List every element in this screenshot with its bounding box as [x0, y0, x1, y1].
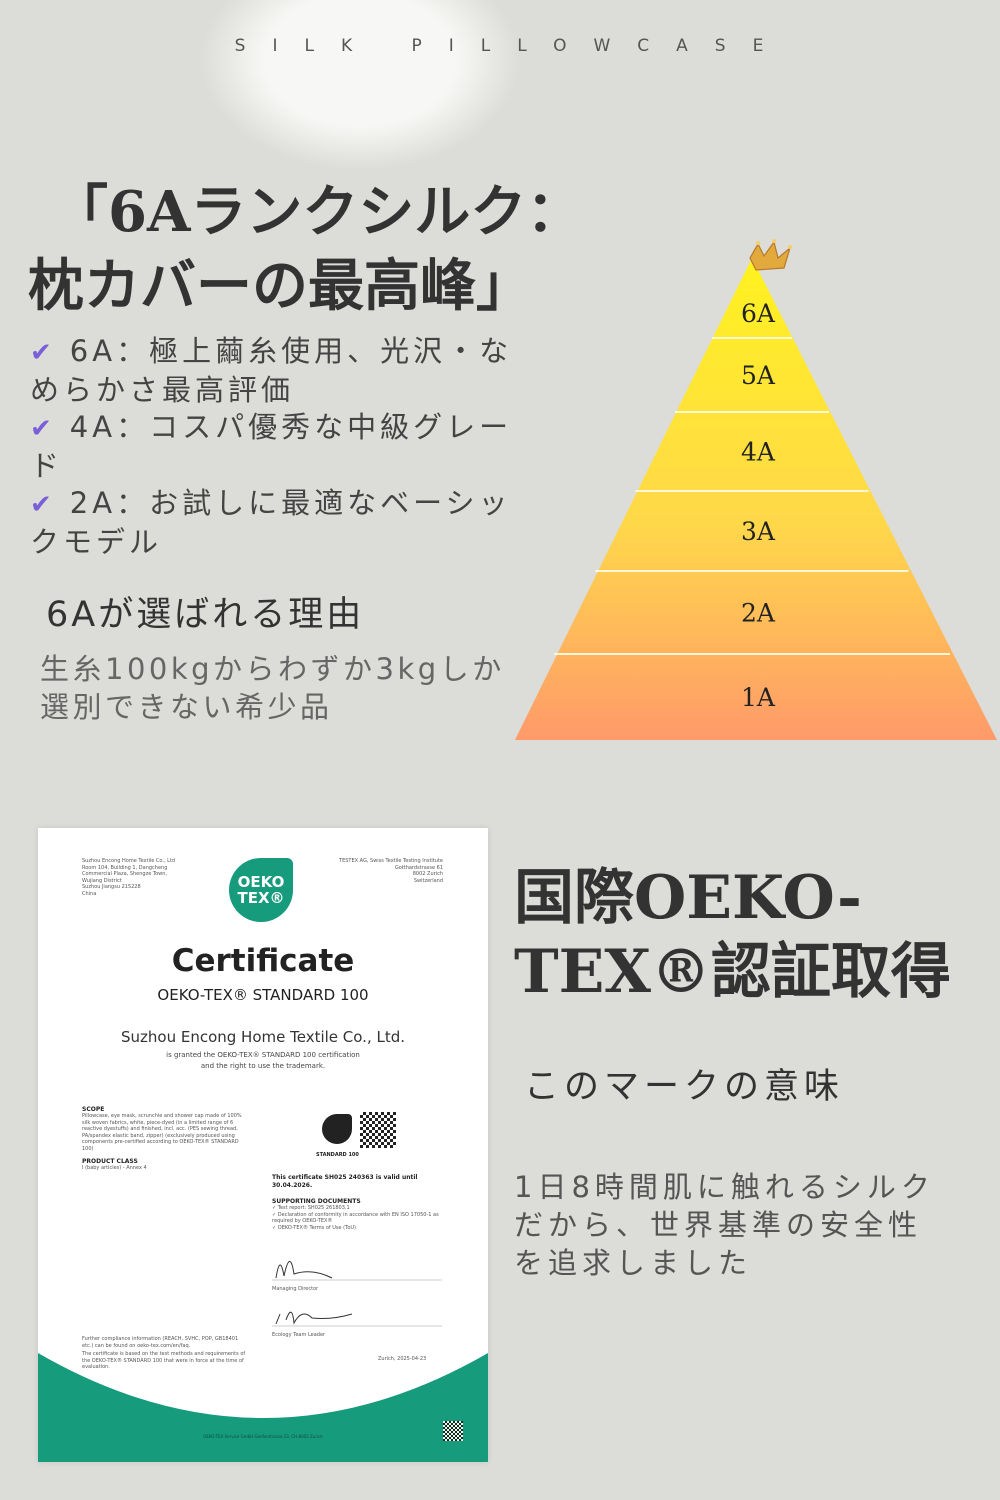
list-item: ✔ 6A：極上繭糸使用、光沢・なめらかさ最高評価	[30, 333, 520, 409]
grade-list: ✔ 6A：極上繭糸使用、光沢・なめらかさ最高評価 ✔ 4A：コスパ優秀な中級グレード…	[30, 333, 520, 561]
pyramid-level-1A: 1A	[741, 683, 776, 712]
list-item-text: 2A：お試しに最適なベーシックモデル	[30, 486, 512, 559]
label-standard: STANDARD 100	[316, 1152, 359, 1158]
pyramid-level-5A: 5A	[741, 361, 776, 390]
signer-1-title: Managing Director	[272, 1286, 319, 1292]
place-date: Zurich, 2025-04-23	[378, 1356, 427, 1362]
signatures	[272, 1261, 442, 1327]
footer-notes: Further compliance information (REACH, S…	[82, 1336, 246, 1370]
check-icon: ✔	[30, 414, 56, 444]
pyramid-level-3A: 3A	[741, 517, 776, 546]
crown-icon	[749, 239, 792, 271]
certificate-standard: OEKO-TEX® STANDARD 100	[157, 986, 369, 1004]
certificate-title: Certificate	[171, 943, 355, 979]
reason-heading: 6Aが選ばれる理由	[46, 595, 365, 635]
list-item-text: 4A：コスパ優秀な中級グレード	[30, 410, 513, 483]
pyramid-level-4A: 4A	[741, 438, 776, 467]
issuer-address: Suzhou Encong Home Textile Co., Ltd Room …	[82, 858, 176, 897]
certificate-green-band	[38, 1353, 488, 1462]
list-item: ✔ 4A：コスパ優秀な中級グレード	[30, 409, 520, 485]
oeko-heading-line-1: 国際OEKO-	[514, 863, 862, 933]
oeko-heading-line-2: TEX®認証取得	[514, 937, 951, 1007]
certificate-scope: SCOPE Pillowcase, eye mask, scrunchie an…	[82, 1106, 242, 1171]
title-line-1: 「6Aランクシルク：	[52, 179, 583, 245]
qr-code-icon	[360, 1112, 396, 1148]
oeko-body: 1日8時間肌に触れるシルク だから、世界基準の安全性 を追求しました	[514, 1170, 935, 1280]
oeko-tex-certificate: Suzhou Encong Home Textile Co., Ltd Room …	[38, 828, 488, 1462]
certificate-company: Suzhou Encong Home Textile Co., Ltd.	[120, 1028, 406, 1046]
oeko-tex-label-icon	[322, 1114, 352, 1144]
check-icon: ✔	[30, 338, 56, 368]
pyramid-level-6A: 6A	[741, 299, 776, 328]
reason-body: 生糸100kgからわずか3kgしか 選別できない希少品	[40, 650, 505, 726]
header-title: SILK PILLOWCASE	[234, 36, 791, 56]
list-item: ✔ 2A：お試しに最適なベーシックモデル	[30, 485, 520, 561]
title-line-2: 枕カバーの最高峰」	[28, 253, 532, 319]
grade-pyramid: 6A 5A 4A 3A 2A 1A	[515, 239, 997, 740]
check-icon: ✔	[30, 490, 56, 520]
certificate-grant: is granted the OEKO-TEX® STANDARD 100 ce…	[166, 1051, 360, 1070]
reason-line-2: 選別できない希少品	[40, 690, 333, 724]
certificate-validity: This certificate SH025 240363 is valid u…	[272, 1174, 439, 1231]
mark-meaning-heading: このマークの意味	[524, 1067, 845, 1107]
institute-address: TESTEX AG, Swiss Textile Testing Institu…	[339, 858, 443, 884]
oeko-tex-logo: OEKO TEX®	[229, 858, 293, 922]
pyramid-shape	[515, 258, 997, 740]
pyramid-level-2A: 2A	[741, 599, 776, 628]
service-address: OEKO-TEX Service GmbH Genferstrasse 23, …	[203, 1434, 323, 1439]
footer-qr-icon	[443, 1421, 463, 1441]
list-item-text: 6A：極上繭糸使用、光沢・なめらかさ最高評価	[30, 334, 513, 407]
reason-line-1: 生糸100kgからわずか3kgしか	[40, 652, 505, 686]
signer-2-title: Ecology Team Leader	[272, 1332, 326, 1338]
